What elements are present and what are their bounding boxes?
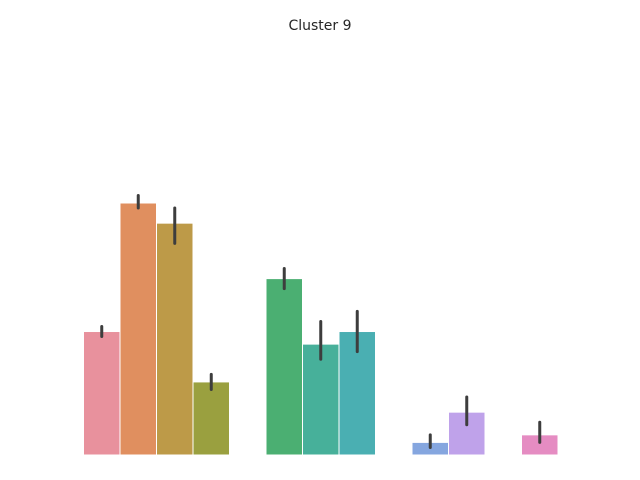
bar-1 [83,331,121,456]
bar-5 [265,278,303,456]
bar-2 [119,202,157,456]
bar-3 [156,222,194,456]
bar-4 [192,381,230,456]
error-bars-group [100,193,542,449]
bar-6 [302,343,340,456]
chart-title: Cluster 9 [288,18,351,34]
